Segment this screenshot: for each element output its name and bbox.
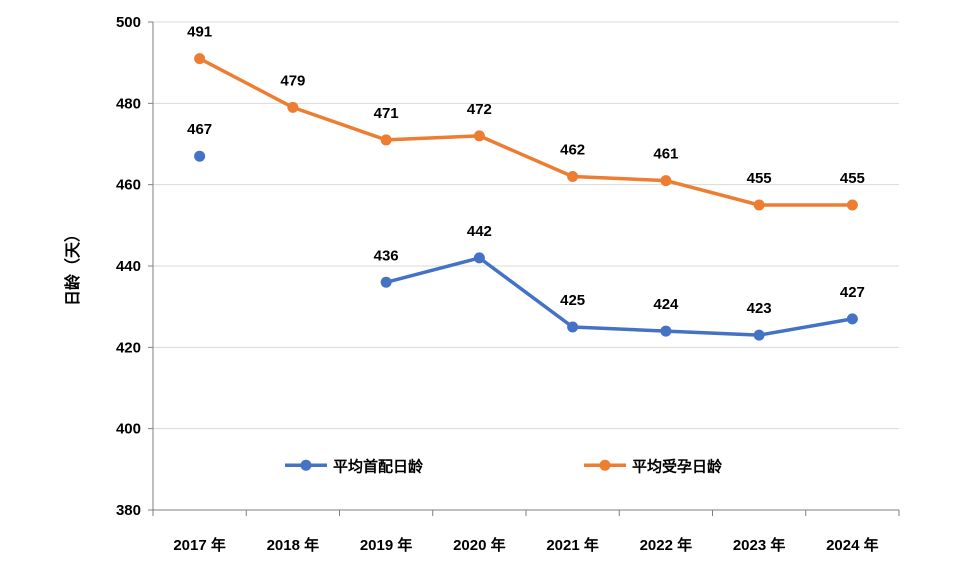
- legend-swatch-marker-1: [300, 459, 312, 471]
- series-2-data-label: 455: [840, 170, 865, 187]
- x-tick-label: 2022 年: [640, 536, 693, 554]
- series: [194, 53, 858, 341]
- series-1-point: [194, 150, 206, 162]
- legend-label-1: 平均首配日龄: [333, 457, 424, 475]
- x-tick-label: 2018 年: [267, 536, 320, 554]
- legend-swatch-marker-2: [599, 459, 611, 471]
- series-1-point: [380, 276, 392, 288]
- series-2-data-label: 462: [560, 142, 585, 159]
- x-tick-label: 2021 年: [546, 536, 599, 554]
- legend-label-2: 平均受孕日龄: [632, 457, 723, 475]
- series-2-point: [846, 199, 858, 211]
- series-2-data-label: 479: [280, 72, 305, 89]
- y-axis-title: 日龄（天）: [63, 226, 82, 306]
- y-tick-label: 420: [116, 339, 141, 356]
- series-1-point: [567, 321, 579, 333]
- gridlines: [153, 21, 899, 430]
- y-tick-label: 400: [116, 421, 141, 438]
- series-1-data-label: 436: [374, 247, 399, 264]
- y-tick-label: 500: [116, 14, 141, 31]
- series-2-data-label: 491: [187, 24, 212, 41]
- series-1-point: [660, 325, 672, 337]
- series-2-data-label: 472: [467, 101, 492, 118]
- series-1-data-label: 425: [560, 292, 585, 309]
- x-tick-label: 2020 年: [453, 536, 506, 554]
- series-2-point: [380, 134, 392, 146]
- series-line-2: [197, 56, 855, 207]
- series-2-point: [194, 53, 206, 65]
- y-tick-label: 380: [116, 502, 141, 519]
- series-1-data-label: 424: [653, 296, 679, 313]
- series-line-1: [384, 256, 855, 337]
- series-1-point: [846, 313, 858, 325]
- x-tick-label: 2023 年: [733, 536, 786, 554]
- series-1-data-label: 427: [840, 284, 865, 301]
- series-2-point: [567, 171, 579, 183]
- legend: 平均首配日龄 平均受孕日龄: [285, 457, 723, 475]
- series-1-data-label: 467: [187, 121, 212, 138]
- y-tick-label: 460: [116, 177, 141, 194]
- axes: 日龄（天） 380 400 420 440 460 480 500 2017 年 2018 年 2…: [63, 14, 900, 554]
- series-2-data-label: 471: [374, 105, 399, 122]
- y-tick-label: 440: [116, 258, 141, 275]
- series-2-point: [287, 101, 299, 113]
- x-tick-label: 2019 年: [360, 536, 413, 554]
- series-2-point: [660, 175, 672, 187]
- y-tick-label: 480: [116, 95, 141, 112]
- series-2-data-label: 455: [747, 170, 772, 187]
- series-1-point: [753, 329, 765, 341]
- series-2-point: [473, 130, 485, 142]
- x-tick-label: 2017 年: [173, 536, 226, 554]
- x-tick-label: 2024 年: [826, 536, 879, 554]
- series-1-data-label: 423: [747, 300, 772, 317]
- series-1-point: [473, 252, 485, 264]
- series-2-data-label: 461: [653, 146, 678, 163]
- series-1-data-label: 442: [467, 223, 492, 240]
- series-2-point: [753, 199, 765, 211]
- data-labels: 467 436 442 425 424 423 427 491 479 471 472 462 461 4…: [187, 24, 865, 318]
